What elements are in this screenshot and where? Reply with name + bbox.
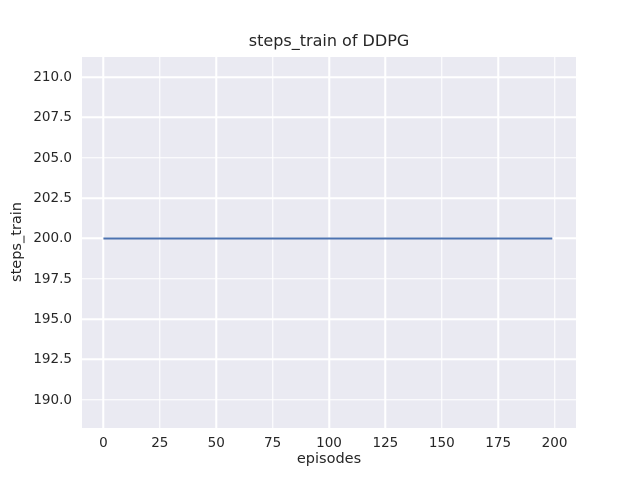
x-tick-label: 0 (99, 435, 108, 451)
plot-area (82, 57, 576, 428)
y-tick-label: 205.0 (33, 149, 72, 166)
x-tick-label: 175 (485, 435, 512, 451)
x-tick-label: 150 (428, 435, 455, 451)
y-tick-label: 207.5 (33, 109, 72, 126)
x-tick-label: 75 (264, 435, 282, 451)
y-tick-label: 210.0 (33, 69, 72, 86)
y-tick-label: 190.0 (33, 391, 72, 408)
x-axis: 0 25 50 75 100 125 150 175 200 (82, 428, 576, 451)
y-axis-label: steps_train (9, 202, 25, 282)
gridline-vertical (553, 57, 556, 428)
x-tick-label: 125 (372, 435, 399, 451)
y-tick-label: 202.5 (33, 190, 72, 207)
x-tick-label: 100 (316, 435, 342, 451)
gridline-vertical (159, 57, 161, 428)
gridline-vertical (497, 57, 499, 428)
x-axis-label: episodes (296, 451, 362, 467)
x-tick-label: 200 (541, 435, 568, 451)
gridline-vertical (441, 57, 443, 428)
x-tick-label: 50 (207, 435, 225, 451)
gridline-vertical (384, 57, 387, 428)
y-axis: 190.0 192.5 195.0 197.5 200.0 202.5 205.0 207.5… (0, 57, 72, 428)
y-tick-label: 192.5 (33, 351, 72, 368)
y-tick-label: 195.0 (33, 311, 72, 328)
chart-title: steps_train of DDPG (248, 31, 410, 50)
gridline-vertical (271, 57, 274, 428)
gridline-vertical (328, 57, 330, 428)
series-plot (82, 57, 576, 428)
x-tick-label: 25 (151, 435, 169, 451)
y-tick-label: 200.0 (33, 230, 72, 247)
y-tick-label: 197.5 (33, 270, 72, 287)
gridline-vertical (102, 57, 105, 428)
gridline-vertical (215, 57, 217, 428)
